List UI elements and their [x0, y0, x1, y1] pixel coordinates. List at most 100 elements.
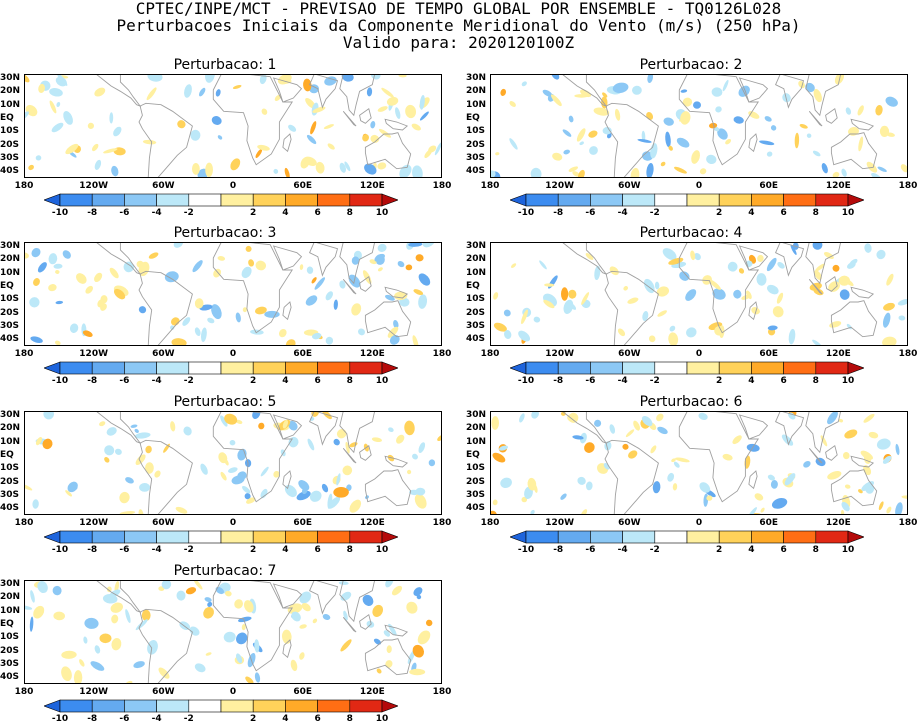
perturbation-panel-2: Perturbacao: 2 30N 20N 10N EQ 10S 20S 30S 40S 180…	[466, 57, 917, 222]
perturbation-panel-5: Perturbacao: 5 30N 20N 10N EQ 10S 20S 30S 40S 180…	[0, 394, 451, 559]
longitude-label: 60E	[759, 349, 778, 359]
colorbar-label: 10	[375, 208, 389, 218]
perturbation-panel-1: Perturbacao: 1 30N 20N 10N EQ 10S 20S 30S 40S 180…	[0, 57, 452, 222]
colorbar-label: -10	[517, 545, 535, 555]
map-svg	[20, 408, 445, 520]
map-svg	[20, 236, 442, 350]
latitude-label: 10N	[0, 605, 21, 616]
latitude-label: 20N	[0, 592, 21, 603]
colorbar-label: -2	[183, 714, 194, 724]
latitude-label: EQ	[0, 619, 14, 629]
map-plot	[18, 67, 442, 181]
latitude-label: 30S	[466, 321, 486, 331]
colorbar-svg	[509, 530, 865, 544]
longitude-label: 0	[695, 181, 703, 191]
coastline-outlines	[94, 73, 412, 179]
longitude-label: 0	[229, 181, 237, 191]
longitude-label: 120E	[825, 181, 851, 191]
longitude-label: 180	[898, 518, 917, 528]
panel-title: Perturbacao: 2	[639, 57, 743, 73]
map-plot	[489, 407, 915, 519]
colorbar-label: -2	[649, 376, 660, 386]
latitude-label: 30N	[0, 579, 21, 589]
map-svg	[490, 239, 911, 348]
header-line-2: Perturbacoes Iniciais da Componente Meri…	[116, 16, 801, 35]
longitude-label: 180	[14, 687, 34, 697]
latitude-label: 20S	[0, 307, 20, 318]
colorbar	[509, 192, 865, 207]
latitude-label: 20N	[0, 86, 21, 97]
latitude-label: 40S	[466, 503, 486, 514]
colorbar-label: -10	[517, 376, 535, 386]
latitude-label: 20S	[466, 307, 486, 318]
panel-title: Perturbacao: 5	[173, 394, 277, 410]
panel-title: Perturbacao: 6	[639, 394, 743, 410]
colorbar-label: 8	[812, 545, 819, 555]
longitude-label: 180	[14, 349, 34, 359]
latitude-label: 20S	[466, 476, 486, 487]
colorbar-label: 6	[314, 376, 321, 386]
longitude-label: 180	[432, 349, 452, 359]
colorbar-label: -10	[51, 208, 69, 218]
longitude-label: 120E	[825, 349, 851, 359]
colorbar-label: 6	[314, 545, 321, 555]
longitude-label: 60W	[152, 518, 175, 528]
longitude-label: 0	[695, 518, 703, 528]
latitude-label: 10S	[0, 632, 20, 643]
longitude-label: 60W	[618, 349, 641, 359]
colorbar-svg	[509, 193, 865, 207]
colorbar-label: -10	[517, 208, 535, 218]
colorbar-label: 6	[314, 208, 321, 218]
colorbar-label: 2	[716, 208, 723, 218]
panel-title: Perturbacao: 7	[173, 563, 277, 579]
colorbar-label: 4	[282, 208, 289, 218]
latitude-label: 40S	[466, 166, 486, 177]
colorbar-label: -10	[51, 376, 69, 386]
longitude-label: 60W	[152, 181, 175, 191]
latitude-label: 30S	[0, 659, 20, 669]
header-line-3: Valido para: 2020120100Z	[342, 33, 575, 52]
colorbar-label: -8	[87, 714, 98, 724]
colorbar	[509, 529, 865, 544]
latitude-label: 30N	[466, 410, 487, 420]
colorbar-label: 10	[841, 545, 855, 555]
perturbation-panel-3: Perturbacao: 3 30N 20N 10N EQ 10S 20S 30S 40S 180…	[0, 225, 452, 390]
colorbar-label: -6	[585, 545, 596, 555]
colorbar-label: -4	[151, 545, 162, 555]
colorbar-label: 6	[780, 208, 787, 218]
colorbar-label: 6	[780, 376, 787, 386]
colorbar-label: -2	[183, 545, 194, 555]
colorbar-label: -6	[119, 714, 130, 724]
latitude-label: 20N	[466, 423, 487, 434]
colorbar	[43, 529, 399, 544]
wind-perturbation-field	[20, 408, 445, 520]
colorbar-label: -8	[553, 208, 564, 218]
latitude-label: 30N	[466, 241, 487, 251]
colorbar-label: -10	[51, 545, 69, 555]
wind-perturbation-field	[493, 239, 911, 348]
colorbar-label: -2	[649, 208, 660, 218]
latitude-label: 40S	[0, 334, 20, 345]
latitude-label: 20S	[0, 139, 20, 150]
colorbar-label: 10	[841, 376, 855, 386]
latitude-label: EQ	[0, 281, 14, 291]
longitude-label: 180	[432, 181, 452, 191]
colorbar-label: -6	[585, 376, 596, 386]
colorbar-label: 8	[346, 714, 353, 724]
longitude-label: 180	[480, 181, 500, 191]
longitude-label: 60W	[618, 181, 641, 191]
latitude-label: 20S	[466, 139, 486, 150]
colorbar-label: -4	[617, 208, 628, 218]
latitude-label: 10S	[0, 126, 20, 137]
colorbar-label: 4	[282, 376, 289, 386]
colorbar-label: 10	[375, 376, 389, 386]
latitude-label: 40S	[466, 334, 486, 345]
longitude-label: 120E	[359, 181, 385, 191]
longitude-label: 180	[14, 518, 34, 528]
map-plot	[490, 239, 911, 348]
latitude-label: 40S	[0, 672, 20, 683]
latitude-label: 10N	[466, 436, 487, 447]
latitude-label: 10N	[466, 99, 487, 110]
colorbar-label: -8	[87, 376, 98, 386]
colorbar-label: 10	[375, 545, 389, 555]
